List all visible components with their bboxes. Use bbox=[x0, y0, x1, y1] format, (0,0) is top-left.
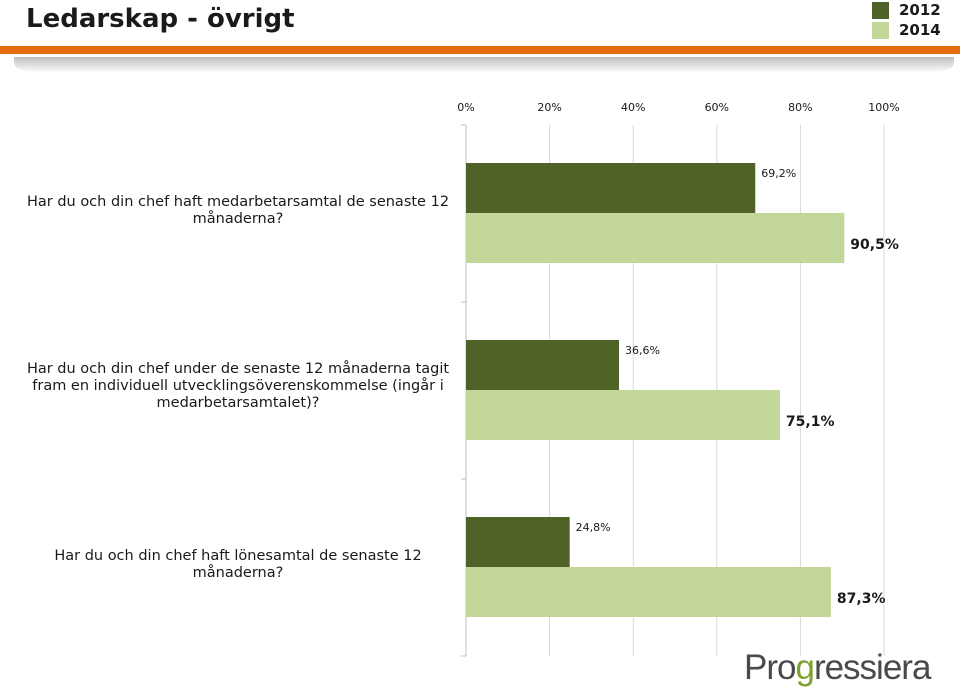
x-tick-label: 60% bbox=[705, 101, 729, 114]
legend-label-2012: 2012 bbox=[899, 1, 941, 19]
logo-text-part2: ressiera bbox=[813, 648, 931, 687]
x-tick-label: 0% bbox=[457, 101, 474, 114]
category-label-2: Har du och din chef under de senaste 12 … bbox=[26, 361, 450, 411]
data-label-2014: 90,5% bbox=[850, 237, 899, 253]
header-shadow bbox=[14, 57, 954, 73]
progressiera-logo: Progressiera bbox=[744, 648, 931, 688]
bar-2012 bbox=[466, 163, 756, 213]
legend-label-2014: 2014 bbox=[899, 21, 941, 39]
page-title: Ledarskap - övrigt bbox=[26, 4, 295, 34]
x-tick-label: 100% bbox=[868, 101, 899, 114]
logo-text-part1: Pro bbox=[744, 648, 796, 687]
bar-2012 bbox=[466, 340, 619, 390]
bar-2012 bbox=[466, 517, 570, 567]
data-label-2012: 24,8% bbox=[576, 521, 611, 534]
bar-2014 bbox=[466, 567, 831, 617]
x-tick-label: 80% bbox=[788, 101, 812, 114]
x-tick-label: 20% bbox=[537, 101, 561, 114]
legend-swatch-2014 bbox=[872, 22, 889, 39]
legend-swatch-2012 bbox=[872, 2, 889, 19]
bar-2014 bbox=[466, 390, 780, 440]
data-label-2014: 87,3% bbox=[837, 591, 886, 607]
data-label-2014: 75,1% bbox=[786, 414, 835, 430]
header-divider bbox=[0, 46, 960, 54]
x-tick-label: 40% bbox=[621, 101, 645, 114]
category-label-1: Har du och din chef haft medarbetarsamta… bbox=[26, 194, 450, 227]
bar-2014 bbox=[466, 213, 845, 263]
logo-text-accent: g bbox=[795, 648, 814, 687]
data-label-2012: 36,6% bbox=[625, 344, 660, 357]
category-label-3: Har du och din chef haft lönesamtal de s… bbox=[54, 548, 422, 581]
data-label-2012: 69,2% bbox=[761, 167, 796, 180]
